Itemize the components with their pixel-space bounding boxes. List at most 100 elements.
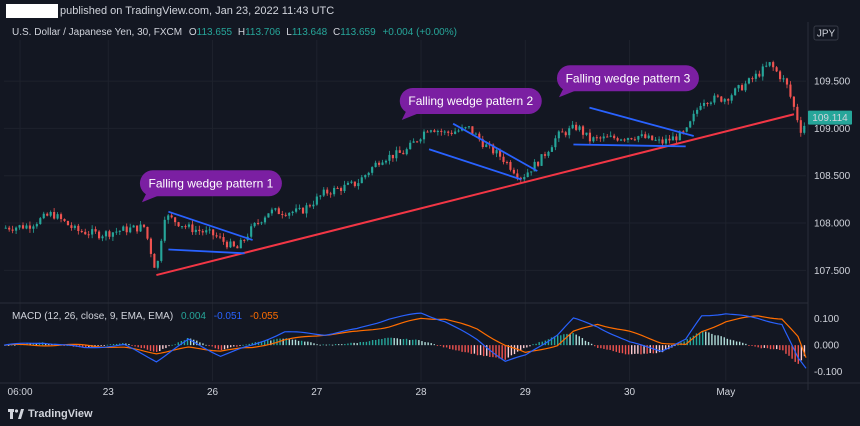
legend-low-label: L [286,27,292,38]
currency-badge[interactable] [813,25,839,41]
macd-hist-bar [634,345,636,354]
macd-hist-bar [230,345,232,348]
wedge-line-1 [168,248,245,255]
candle-body [319,195,322,197]
macd-hist-bar [476,345,479,356]
candle-body [402,152,405,155]
candle-body [46,213,49,216]
macd-hist-bar [501,345,503,359]
macd-hist-bar [248,343,250,346]
macd-hist-bar [649,345,651,354]
macd-hist-bar [11,344,13,346]
candle-body [139,224,142,232]
candle-body [281,214,284,216]
callouts: Falling wedge pattern 1 Falling wedge pat… [139,65,699,203]
macd-signal-line [3,315,807,358]
candle-body [229,241,232,248]
macd-hist-bar [236,345,238,347]
macd-hist-bar [735,341,738,346]
candle-body [602,136,605,139]
macd-hist-bar [149,345,152,351]
macd-hist-bar [742,342,744,346]
macd-hist-bar [205,344,207,346]
macd-hist-bar [415,339,417,346]
candle-body [277,208,280,215]
macd-hist-bar [803,345,806,357]
macd-hist-bar [612,345,614,352]
candle-body [578,126,581,130]
macd-hist-bar [655,345,658,354]
macd-hist-bar [134,345,136,347]
macd-hist-bar [597,345,599,348]
candle-body [796,106,799,121]
time-tick-label: May [716,387,735,398]
candle-body [730,95,733,101]
macd-hist-bar [732,340,735,346]
macd-hist-bar [260,341,263,346]
candle-body [530,171,533,173]
candle-body [174,217,177,223]
macd-hist-bar [788,345,790,356]
macd-hist-bar [81,345,84,348]
price-tick-label: 107.500 [814,266,851,277]
candle-body [792,96,795,107]
macd-hist-bar [430,343,432,346]
candle-body [747,78,751,84]
axes[interactable]: 109.500 109.000 108.500 108.000 107.500 0.100… [0,22,860,398]
callout-bubble [139,170,282,197]
candle-body [758,73,761,77]
callout-text: Falling wedge pattern 2 [408,94,533,108]
macd-hist-bar [408,340,411,346]
candle-body [94,229,97,232]
macd-hist-bar [29,343,31,346]
macd-hist-bar [223,345,226,350]
macd-hist-bar [310,342,312,346]
macd-hist-bar [180,340,183,346]
macd-hist-bar [174,344,176,346]
candle-body [633,139,636,141]
macd-hist-bar [791,345,793,359]
candle-body [761,66,764,77]
macd-hist-bar [399,339,402,346]
candle-body [782,78,785,80]
candle-body [644,134,647,139]
support-trendline [156,113,795,277]
macd-tick-label: 0.000 [814,341,839,352]
macd-hist-bar [723,337,725,346]
macd-hist-bar [112,344,115,346]
candle-body [450,132,453,134]
tradingview-footer[interactable]: TradingView [8,406,93,422]
price-pane[interactable]: Falling wedge pattern 1 Falling wedge pat… [4,60,806,277]
candle-body [651,135,654,141]
candle-body [156,260,159,268]
macd-hist-bar [146,345,149,350]
macd-hist-bar [152,345,155,352]
macd-hist-bar [353,342,355,346]
candle-body [170,215,173,218]
macd-hist-bar [233,345,235,347]
macd-hist-bar [575,334,577,346]
macd-hist-bar [32,342,35,346]
macd-pane[interactable] [3,312,807,369]
macd-hist-bar [800,345,803,361]
macd-hist-bar [640,345,642,355]
macd-hist-bar [362,341,365,346]
macd-hist-bar [606,345,608,350]
macd-hist-bar [470,345,473,354]
candle-body [457,130,460,132]
candle-body [599,137,602,139]
candle-body [419,139,422,142]
macd-hist-bar [137,345,139,348]
macd-hist-bar [519,345,522,351]
macd-hist-bar [328,344,331,346]
candle-body [28,225,31,229]
macd-hist-bar [538,342,540,346]
candle-body [537,161,540,166]
candle-body [308,205,312,207]
candle-body [87,234,90,236]
candle-body [253,222,256,227]
candle-body [464,127,467,129]
candle-body [391,154,394,159]
macd-hist-bar [220,345,223,351]
chart-area[interactable]: Falling wedge pattern 1 Falling wedge pat… [0,22,860,406]
